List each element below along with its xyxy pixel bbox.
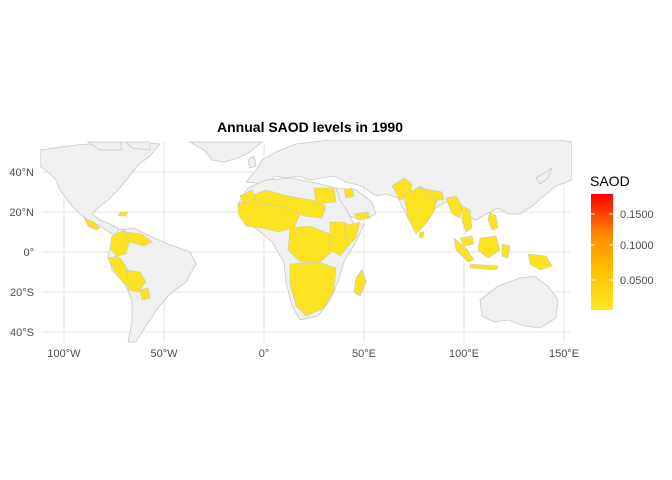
y-tick-label: 20°N	[9, 207, 34, 219]
legend: SAOD 0.1500 0.1000 0.0500	[590, 173, 654, 310]
country-yemen	[353, 211, 371, 221]
country-india	[403, 185, 439, 235]
landmass-south-america	[107, 227, 197, 343]
country-papua	[527, 253, 553, 271]
x-tick-label: 0°	[259, 348, 270, 360]
country-southern-africa	[289, 261, 337, 317]
x-axis: 100°W 50°W 0° 50°E 100°E 150°E	[47, 348, 579, 360]
country-bolivia	[125, 269, 147, 293]
landmass-north-america	[40, 141, 161, 235]
country-paraguay	[139, 287, 151, 301]
y-tick-label: 40°N	[9, 167, 34, 179]
country-sumatra	[453, 237, 475, 263]
country-philippines	[487, 211, 499, 231]
y-axis: 40°N 20°N 0° 20°S 40°S	[9, 167, 34, 339]
country-sri-lanka	[418, 231, 425, 239]
chart-title: Annual SAOD levels in 1990	[217, 119, 403, 135]
legend-tick-label: 0.1500	[620, 209, 654, 221]
country-nepal-bangladesh	[419, 187, 445, 201]
country-egypt	[313, 187, 337, 205]
country-borneo	[477, 235, 501, 259]
landmass-britain	[247, 155, 257, 169]
country-madagascar	[353, 269, 367, 297]
country-java	[469, 263, 499, 271]
country-iraq	[343, 187, 355, 199]
landmass-new-zealand	[576, 330, 580, 340]
saod-countries	[83, 177, 553, 317]
country-sulawesi	[501, 243, 511, 259]
country-western-sahara	[239, 189, 257, 205]
country-sahel	[249, 189, 327, 219]
world-map	[40, 140, 580, 343]
x-tick-label: 100°E	[449, 348, 479, 360]
country-malaysia	[459, 235, 475, 247]
legend-colorbar	[591, 194, 613, 310]
country-central-america	[83, 217, 101, 231]
x-tick-label: 50°W	[150, 348, 178, 360]
legend-tick-label: 0.0500	[620, 275, 654, 287]
x-tick-label: 150°E	[549, 348, 579, 360]
country-venezuela-guyana	[125, 231, 153, 247]
country-vietnam-cambodia	[461, 205, 473, 233]
country-caribbean	[117, 211, 129, 217]
landmass-australia	[479, 275, 559, 329]
country-colombia	[109, 229, 131, 257]
country-myanmar-laos	[445, 195, 463, 219]
country-central-africa	[287, 225, 335, 263]
x-tick-label: 50°E	[352, 348, 376, 360]
legend-tick-label: 0.1000	[620, 240, 654, 252]
country-somalia	[343, 221, 361, 247]
landmass-greenland	[188, 141, 264, 163]
x-tick-label: 100°W	[47, 348, 81, 360]
y-tick-label: 40°S	[10, 327, 34, 339]
legend-title: SAOD	[590, 173, 630, 189]
y-tick-label: 0°	[23, 247, 34, 259]
landmass-japan	[535, 166, 553, 185]
landmass-arctic-islands	[86, 141, 151, 151]
y-tick-label: 20°S	[10, 287, 34, 299]
